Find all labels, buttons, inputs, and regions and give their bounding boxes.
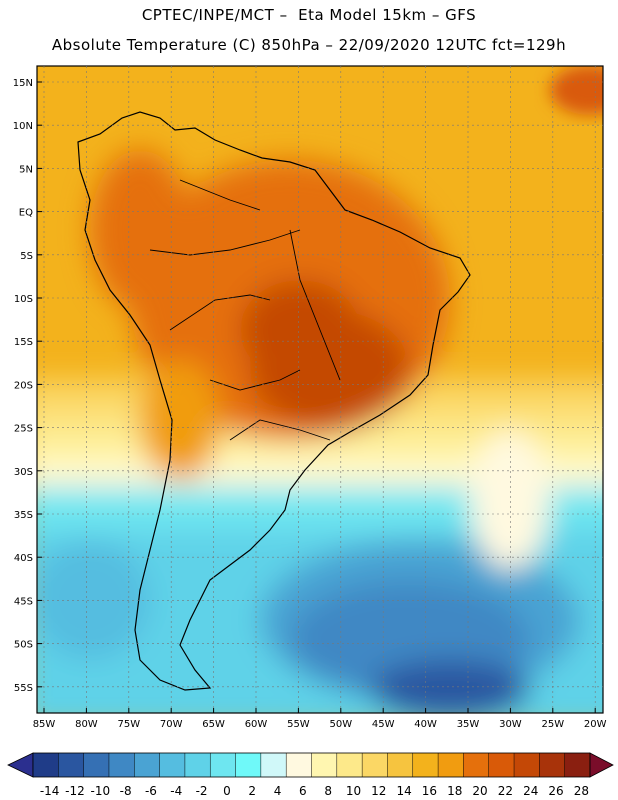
colorbar-label: 26 [548, 784, 563, 798]
colorbar-label: 20 [472, 784, 487, 798]
lon-label: 30W [499, 719, 522, 730]
colorbar-swatch [564, 753, 591, 777]
colorbar-swatch [362, 753, 388, 777]
colorbar-swatch [463, 753, 490, 777]
lat-label: 35S [14, 510, 33, 521]
colorbar-swatch [210, 753, 236, 777]
colorbar-swatch [514, 753, 540, 777]
lon-label: 45W [372, 719, 395, 730]
lat-label: 5S [20, 251, 33, 262]
colorbar-label: 28 [574, 784, 589, 798]
lon-label: 40W [414, 719, 437, 730]
colorbar-swatch [184, 753, 211, 777]
lat-label: 25S [14, 424, 33, 435]
colorbar-label: 4 [274, 784, 282, 798]
lon-label: 50W [329, 719, 352, 730]
lat-label: 20S [14, 380, 33, 391]
colorbar-swatch [33, 753, 59, 777]
colorbar-swatch [286, 753, 312, 777]
colorbar-low-arrow [7, 752, 34, 778]
lon-label: 85W [33, 719, 56, 730]
colorbar-swatch [488, 753, 515, 777]
country-borders [149, 179, 341, 441]
colorbar-swatch [336, 753, 363, 777]
colorbar-label: -12 [65, 784, 85, 798]
colorbar-swatch [134, 753, 160, 777]
lon-label: 35W [457, 719, 480, 730]
lon-label: 55W [287, 719, 310, 730]
colorbar-label: -4 [170, 784, 182, 798]
colorbar-label: -2 [196, 784, 208, 798]
colorbar-swatch [108, 753, 135, 777]
colorbar-label: 0 [223, 784, 231, 798]
colorbar-label: 18 [447, 784, 462, 798]
lat-label: 5N [19, 164, 33, 175]
colorbar-swatch [83, 753, 110, 777]
colorbar-label: -10 [90, 784, 110, 798]
map-title-line1: CPTEC/INPE/MCT – Eta Model 15km – GFS [141, 6, 477, 24]
colorbar-label: 22 [498, 784, 513, 798]
colorbar: -14 -12 -10 -8 -6 -4 -2 0 2 4 6 8 10 12 14 16 18 20 22 24 26… [7, 752, 614, 798]
lat-label: 30S [14, 467, 33, 478]
colorbar-swatch [260, 753, 287, 777]
colorbar-swatch [412, 753, 439, 777]
colorbar-swatch [58, 753, 84, 777]
colorbar-label: 12 [371, 784, 386, 798]
lon-label: 70W [160, 719, 183, 730]
lat-label: 55S [14, 683, 33, 694]
colorbar-label: -14 [40, 784, 60, 798]
colorbar-label: -6 [145, 784, 157, 798]
colorbar-label: 6 [299, 784, 307, 798]
colorbar-label: -8 [120, 784, 132, 798]
lon-label: 60W [245, 719, 268, 730]
temperature-field [37, 66, 603, 713]
map-frame [36, 65, 604, 714]
colorbar-label: 24 [523, 784, 538, 798]
colorbar-high-arrow [589, 752, 614, 778]
lon-label: 75W [117, 719, 140, 730]
lat-label: EQ [19, 208, 33, 219]
lat-lon-grid [37, 66, 603, 713]
colorbar-swatch [387, 753, 414, 777]
colorbar-label: 14 [396, 784, 411, 798]
axis-labels: 15N 10N 5N EQ 5S 10S 15S 20S 25S 30S 35S 40S 45S 50S 5… [13, 78, 607, 730]
lat-label: 50S [14, 640, 33, 651]
lat-label: 40S [14, 553, 33, 564]
colorbar-label: 16 [422, 784, 437, 798]
south-america-coastline [77, 111, 471, 691]
colorbar-swatch [159, 753, 186, 777]
colorbar-label: 2 [248, 784, 256, 798]
lon-label: 25W [541, 719, 564, 730]
lon-label: 20W [584, 719, 607, 730]
colorbar-swatch [438, 753, 464, 777]
lat-label: 10S [14, 294, 33, 305]
colorbar-label: 10 [346, 784, 361, 798]
colorbar-swatch [311, 753, 338, 777]
lon-label: 80W [75, 719, 98, 730]
lat-label: 15S [14, 337, 33, 348]
map-title-line2: Absolute Temperature (C) 850hPa – 22/09/… [51, 36, 567, 54]
colorbar-swatch [539, 753, 565, 777]
lat-label: 45S [14, 596, 33, 607]
lat-label: 15N [13, 78, 33, 89]
colorbar-swatch [235, 753, 262, 777]
lon-label: 65W [202, 719, 225, 730]
colorbar-label: 8 [324, 784, 332, 798]
lat-label: 10N [13, 121, 33, 132]
